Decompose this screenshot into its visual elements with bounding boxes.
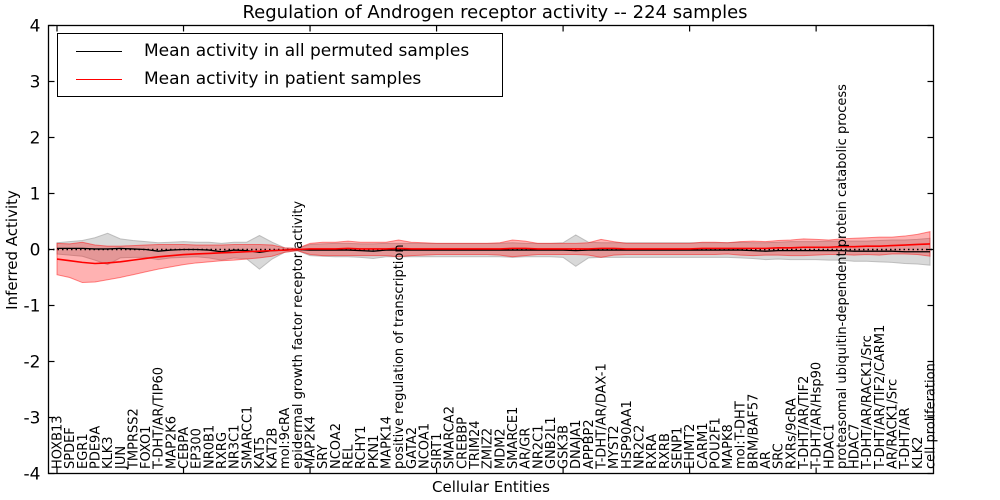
x-tick-label: MAP2K4 (304, 416, 319, 469)
x-tick-label: NR0B1 (202, 425, 217, 469)
y-tick-label: 0 (30, 241, 41, 261)
x-tick-label: SMARCA2 (443, 406, 458, 469)
x-tick-label: JUN (114, 446, 129, 470)
x-tick-label: NR3C1 (228, 425, 243, 469)
x-tick-label: T-DHT/AR/TIP60 (152, 367, 167, 470)
x-tick-label: HDAC1 (822, 423, 837, 469)
x-tick-label: cell proliferation (924, 363, 939, 469)
x-tick-label: GNB2L1 (544, 416, 559, 469)
x-tick-label: T-DHT/AR (898, 408, 913, 470)
x-tick-label: epidermal growth factor receptor activit… (291, 201, 306, 469)
x-tick-label: AR/GR (519, 428, 534, 469)
x-tick-label: positive regulation of transcription (392, 244, 407, 469)
x-tick-label: RXRs/9cRA (784, 398, 799, 469)
x-tick-label: RCHY1 (354, 426, 369, 469)
patient-mean-line (56, 243, 931, 265)
x-tick-label: GATA2 (405, 427, 420, 469)
x-tick-label: HOXB13 (51, 415, 66, 469)
x-tick-label: T-DHT/AR/Hsp90 (810, 362, 825, 470)
x-tick-label: EP300 (190, 428, 205, 469)
x-tick-label: NR2C1 (531, 425, 546, 469)
y-tick-label: 4 (30, 17, 41, 37)
x-tick-label: T-DHT/AR/RACK1/Src (860, 335, 875, 470)
x-tick-label: BRM/BAF57 (746, 394, 761, 469)
x-tick-label: TRIM24 (468, 420, 483, 470)
x-tick-label: MAPK14 (379, 416, 394, 469)
legend-label-permuted: Mean activity in all permuted samples (144, 41, 470, 61)
x-tick-label: TMPRSS2 (126, 408, 141, 470)
x-tick-label: HDAC7 (848, 423, 863, 469)
x-tick-label: EGR1 (76, 433, 91, 469)
y-tick-label: -2 (24, 353, 41, 373)
x-axis-label: Cellular Entities (432, 478, 550, 496)
legend-entry-patient: Mean activity in patient samples (58, 66, 502, 92)
y-tick-label: -4 (24, 465, 41, 485)
y-tick-label: -1 (24, 297, 41, 317)
y-tick-label: 2 (30, 129, 41, 149)
x-tick-label: APPBP2 (582, 419, 597, 469)
x-tick-label: POU2F1 (708, 417, 723, 469)
x-tick-label: AR (759, 451, 774, 469)
permuted-mean-line (57, 247, 930, 253)
x-tick-label: DNAJA1 (569, 420, 584, 469)
x-tick-label: SRY (316, 445, 331, 469)
x-tick-label: KAT2B (266, 428, 281, 469)
patient-line-swatch (76, 78, 122, 80)
y-tick-label: -3 (24, 409, 41, 429)
x-tick-label: AR/RACK1/Src (886, 379, 901, 469)
legend-box: Mean activity in all permuted samples Me… (57, 33, 503, 97)
x-tick-label: CEBPA (177, 427, 192, 469)
x-tick-label: HSP90AA1 (620, 400, 635, 469)
x-tick-label: T-DHT/AR/TIF2 (797, 376, 812, 470)
x-tick-label: NR2C2 (633, 425, 648, 469)
permuted-std-band (56, 232, 931, 270)
x-tick-label: proteasomal ubiquitin-dependent protein … (835, 84, 850, 469)
x-tick-label: ZMIZ2 (481, 428, 496, 469)
x-tick-label: KAT5 (253, 437, 268, 469)
x-tick-label: RXRA (645, 434, 660, 469)
x-tick-label: FOXO1 (139, 426, 154, 469)
x-tick-label: T-DHT/AR/DAX-1 (595, 363, 610, 470)
legend-entry-permuted: Mean activity in all permuted samples (58, 38, 502, 64)
x-tick-label: MAPK8 (721, 424, 736, 469)
x-tick-label: KLK2 (911, 436, 926, 469)
x-tick-label: SMARCC1 (240, 406, 255, 469)
permuted-line-swatch (76, 50, 122, 52)
y-tick-label: 3 (30, 73, 41, 93)
x-tick-label: EHMT2 (683, 424, 698, 469)
x-tick-label: CREBBP (455, 417, 470, 469)
chart-title: Regulation of Androgen receptor activity… (242, 2, 748, 23)
x-tick-label: mol:T-DHT (734, 401, 749, 469)
x-tick-label: SENP1 (670, 427, 685, 469)
x-tick-label: RXRB (658, 433, 673, 469)
patient-std-band (56, 230, 931, 284)
legend-label-patient: Mean activity in patient samples (144, 69, 422, 89)
x-tick-label: SIRT1 (430, 433, 445, 469)
x-tick-label: NCOA2 (329, 423, 344, 469)
x-tick-label: MDM2 (493, 428, 508, 469)
x-tick-label: PKN1 (367, 435, 382, 469)
x-tick-label: MYST2 (607, 425, 622, 469)
x-tick-label: GSK3B (557, 425, 572, 469)
x-tick-label: SMARCE1 (506, 407, 521, 469)
y-tick-label: 1 (30, 185, 41, 205)
x-tick-label: PDE9A (88, 426, 103, 469)
x-tick-label: mol:9cRA (278, 407, 293, 469)
x-tick-label: NCOA1 (417, 423, 432, 469)
x-tick-label: SRC (772, 443, 787, 469)
x-tick-label: RXRG (215, 432, 230, 469)
x-tick-label: KLK3 (101, 436, 116, 469)
x-tick-label: REL (342, 444, 357, 469)
x-tick-label: CARM1 (696, 423, 711, 470)
x-tick-label: T-DHT/AR/TIF2/CARM1 (873, 325, 888, 470)
x-tick-label: MAP2K6 (164, 416, 179, 469)
x-tick-label: SPDEF (63, 427, 78, 469)
